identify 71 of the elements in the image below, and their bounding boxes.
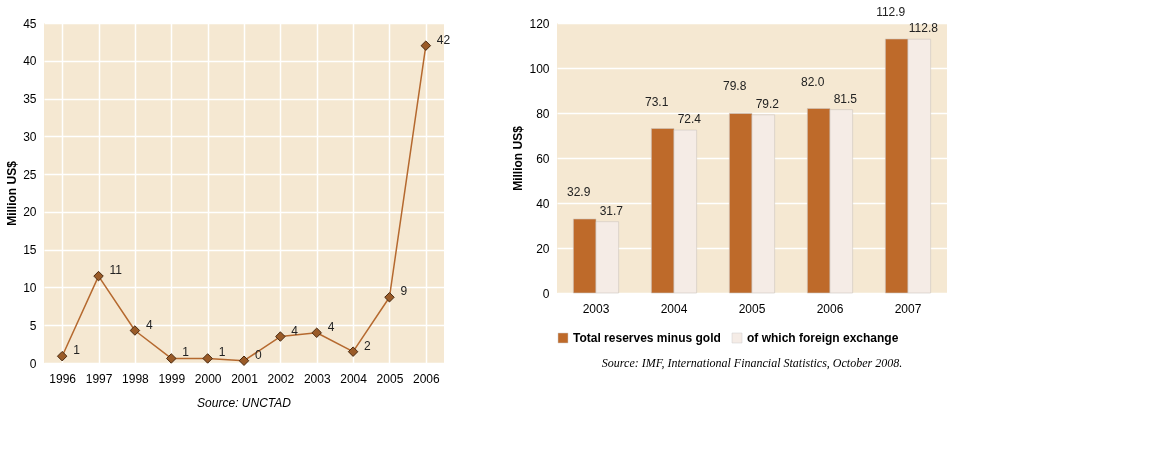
data-label: 31.7 [599, 203, 624, 218]
x-tick-label: 2004 [340, 371, 368, 386]
y-tick-label: 100 [529, 61, 550, 76]
y-tick-label: 0 [542, 286, 550, 301]
point [238, 355, 250, 366]
point [347, 346, 359, 357]
point [384, 292, 395, 303]
x-tick-label: 2006 [816, 301, 844, 316]
y-tick-label: 40 [536, 196, 550, 211]
y-tick-label: 20 [536, 241, 550, 256]
y-tick-label: 15 [23, 243, 37, 258]
data-label: 72.4 [677, 112, 702, 127]
data-label: 112.8 [908, 21, 939, 36]
x-tick-label: 2003 [303, 371, 331, 386]
y-axis-title: Million US$ [511, 125, 526, 191]
point [166, 353, 177, 364]
data-label: 1 [182, 345, 190, 360]
data-label: 32.9 [567, 184, 591, 199]
y-tick-label: 120 [529, 16, 550, 31]
y-tick-label: 20 [23, 205, 37, 220]
point [202, 353, 213, 364]
x-tick-label: 2005 [376, 371, 404, 386]
point [56, 350, 68, 362]
data-label: 112.9 [876, 4, 906, 19]
x-tick-label: 1996 [49, 371, 77, 386]
y-axis-title: Million US$ [5, 160, 20, 226]
x-tick-label: 2005 [738, 301, 766, 316]
y-tick-label: 80 [536, 106, 550, 121]
data-label: 0 [255, 347, 262, 362]
x-tick-label: 1999 [158, 371, 186, 386]
point [420, 40, 432, 51]
y-tick-label: 10 [23, 280, 37, 295]
data-label: 79.2 [755, 96, 780, 111]
source-note: Source: UNCTAD [197, 396, 292, 410]
y-tick-label: 45 [23, 16, 37, 31]
x-tick-label: 2000 [194, 371, 222, 386]
data-label: 42 [436, 32, 451, 47]
point [311, 327, 322, 339]
y-tick-label: 30 [23, 129, 37, 144]
x-tick-label: 2001 [231, 371, 259, 386]
data-label: 1 [73, 343, 81, 358]
data-label: 4 [291, 323, 299, 338]
point [93, 270, 104, 282]
data-label: 2 [364, 338, 372, 353]
x-tick-label: 1997 [85, 371, 113, 386]
data-label: 73.1 [645, 94, 669, 109]
y-tick-label: 0 [29, 356, 37, 371]
y-tick-label: 25 [23, 167, 37, 182]
legend-label: of which foreign exchange [747, 331, 899, 345]
y-tick-label: 35 [23, 92, 37, 107]
x-tick-label: 2007 [894, 301, 922, 316]
y-tick-label: 60 [536, 151, 550, 166]
data-label: 4 [327, 319, 335, 334]
y-tick-label: 5 [29, 318, 37, 333]
data-label: 79.8 [723, 79, 747, 94]
x-tick-label: 2006 [412, 371, 440, 386]
legend-label: Total reserves minus gold [573, 331, 721, 345]
data-label: 9 [400, 284, 408, 299]
data-label: 82.0 [801, 74, 825, 89]
data-label: 4 [145, 317, 153, 332]
data-label: 11 [109, 263, 123, 278]
point [275, 331, 286, 342]
x-tick-label: 2004 [660, 301, 688, 316]
data-label: 1 [218, 345, 226, 360]
x-tick-label: 1998 [122, 371, 150, 386]
data-label: 81.5 [833, 91, 858, 106]
point [129, 325, 141, 336]
x-tick-label: 2002 [267, 371, 295, 386]
x-tick-label: 2003 [582, 301, 610, 316]
source-note: Source: IMF, International Financial Statistics, October 2008. [601, 356, 903, 370]
y-tick-label: 40 [23, 54, 37, 69]
